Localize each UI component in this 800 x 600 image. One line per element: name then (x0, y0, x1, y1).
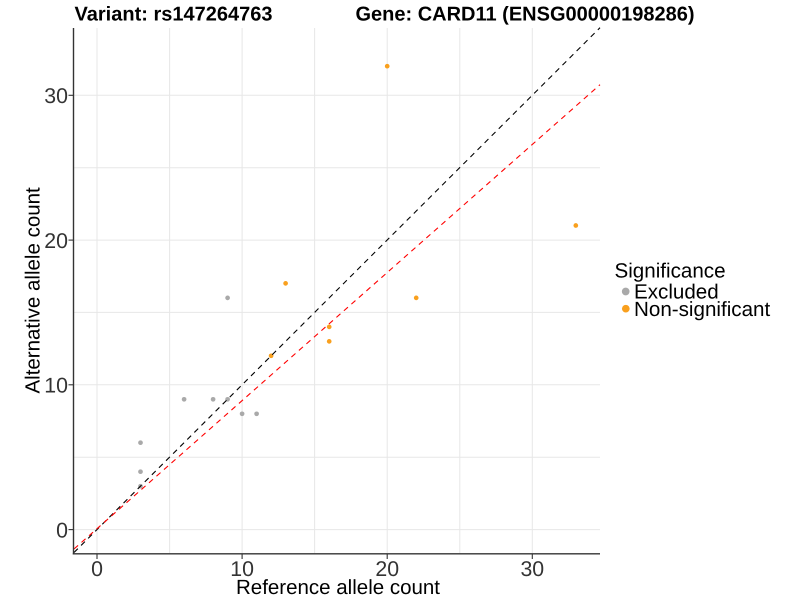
svg-text:0: 0 (56, 519, 68, 543)
svg-text:Significance: Significance (615, 260, 726, 283)
svg-text:0: 0 (91, 557, 103, 581)
svg-text:Alternative allele count: Alternative allele count (22, 187, 45, 394)
svg-text:Excluded: Excluded (634, 280, 719, 303)
svg-text:Gene: CARD11 (ENSG00000198286): Gene: CARD11 (ENSG00000198286) (355, 4, 694, 26)
svg-text:Non-significant: Non-significant (634, 298, 770, 321)
svg-text:10: 10 (44, 374, 68, 398)
svg-text:30: 30 (44, 84, 68, 108)
svg-text:Reference allele count: Reference allele count (236, 576, 440, 599)
svg-text:10: 10 (230, 557, 254, 581)
svg-text:20: 20 (44, 229, 68, 253)
svg-text:Variant: rs147264763: Variant: rs147264763 (75, 4, 273, 26)
svg-text:30: 30 (520, 557, 544, 581)
svg-text:20: 20 (375, 557, 399, 581)
